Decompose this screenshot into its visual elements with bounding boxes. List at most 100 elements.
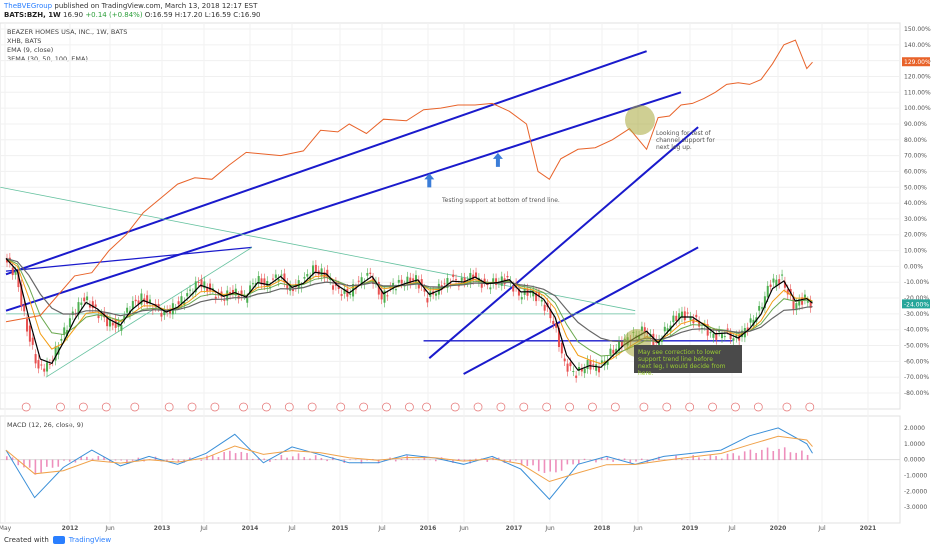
candle-body (303, 277, 306, 279)
candle-body (97, 314, 100, 319)
highlight-circle (625, 105, 655, 135)
macd-histogram-bar (801, 450, 803, 461)
candle-body (169, 309, 172, 314)
macd-histogram-bar (715, 456, 717, 461)
candle-body (809, 300, 812, 308)
candle-body (529, 292, 532, 294)
axis-labels: 150.00%140.00%130.00%120.00%110.00%100.0… (0, 26, 931, 532)
y-tick-label: 60.00% (904, 168, 927, 175)
candle-body (566, 363, 569, 372)
candles-layer (6, 252, 812, 383)
macd-histogram-bar (326, 459, 328, 462)
macd-histogram-bar (292, 456, 294, 461)
macd-histogram-bar (589, 459, 592, 461)
macd-histogram-bar (520, 459, 523, 466)
macd-histogram-bar (549, 459, 551, 472)
macd-histogram-bar (97, 456, 100, 461)
candle-body (489, 287, 492, 290)
candle-body (666, 328, 669, 332)
earnings-marker-icon (639, 402, 649, 412)
macd-histogram-bar (80, 456, 82, 461)
candle-body (260, 278, 263, 285)
candle-body (443, 283, 446, 285)
publish-header: TheBVEGroup published on TradingView.com… (4, 2, 261, 20)
candle-body (598, 366, 601, 373)
macd-histogram-bar (11, 457, 14, 461)
x-tick-label: Jul (199, 525, 208, 532)
candle-body (537, 292, 540, 297)
correction-note: next leg, I would decide from (638, 363, 726, 370)
support-note: Testing support at bottom of trend line. (441, 197, 560, 204)
candle-body (163, 310, 166, 316)
price-pane-frame (0, 22, 901, 410)
candle-body (449, 283, 452, 285)
macd-histogram-bar (806, 454, 809, 461)
candle-body (343, 288, 346, 294)
earnings-marker-icon (79, 402, 88, 412)
macd-histogram-bar (583, 458, 586, 461)
y-tick-label: 70.00% (904, 153, 927, 160)
macd-histogram-bar (595, 459, 597, 463)
macd-histogram-bar (257, 458, 260, 461)
macd-histogram-bar (675, 455, 677, 461)
x-tick-label: 2020 (770, 525, 787, 532)
candle-body (309, 277, 312, 281)
candle-body (672, 315, 675, 323)
y-tick-label: 30.00% (904, 216, 927, 223)
candle-body (283, 273, 286, 283)
candle-body (271, 278, 274, 280)
candle-body (80, 302, 83, 305)
correction-note: May see correction to lower (638, 349, 722, 356)
macd-histogram-bar (783, 447, 786, 461)
candle-body (783, 281, 786, 288)
trend-line (0, 186, 636, 312)
macd-pane (0, 427, 900, 500)
trend-line (45, 247, 253, 378)
candle-body (589, 360, 592, 370)
x-tick-label: 2021 (860, 525, 877, 532)
candle-body (423, 288, 426, 292)
tradingview-brand[interactable]: TradingView (68, 536, 112, 544)
candle-body (123, 315, 126, 319)
macd-histogram-bar (200, 459, 203, 461)
candle-body (149, 299, 151, 303)
y-tick-label: 40.00% (904, 200, 927, 207)
candle-body (572, 371, 575, 373)
y-tick-label: 90.00% (904, 121, 927, 128)
macd-histogram-bar (309, 458, 311, 461)
macd-histogram-bar (640, 458, 643, 461)
macd-histogram-bar (126, 459, 128, 464)
macd-histogram-bar (652, 459, 654, 461)
y-tick-label: 20.00% (904, 232, 927, 239)
macd-histogram-bar (229, 450, 231, 461)
candle-body (231, 289, 234, 295)
candle-body (286, 282, 289, 290)
candle-body (91, 301, 94, 309)
candle-body (414, 275, 417, 285)
candle-body (106, 318, 109, 327)
candle-body (48, 363, 51, 365)
macd-tick-label: 2.0000 (904, 425, 925, 432)
candle-body (251, 283, 254, 285)
y-tick-label: -20.00% (904, 295, 929, 302)
earnings-marker-icon (307, 402, 317, 412)
candle-body (180, 296, 183, 304)
x-tick-label: 2013 (154, 525, 171, 532)
candle-body (380, 290, 383, 300)
y-tick-label: -80.00% (904, 390, 929, 397)
candle-body (20, 284, 23, 307)
indicator-legend: BEAZER HOMES USA, INC., 1W, BATS XHB, BA… (7, 28, 127, 64)
candle-body (806, 301, 809, 303)
macd-histogram-bar (28, 459, 31, 468)
candle-body (383, 290, 386, 303)
macd-histogram-bar (463, 459, 466, 462)
publisher-name[interactable]: TheBVEGroup (4, 2, 53, 10)
candle-body (346, 288, 349, 297)
macd-histogram-bar (698, 457, 700, 461)
earnings-marker-icon (450, 402, 460, 412)
earnings-marker-icon (422, 402, 431, 412)
candle-body (557, 327, 560, 347)
candle-body (600, 360, 603, 363)
macd-histogram-bar (795, 452, 797, 461)
